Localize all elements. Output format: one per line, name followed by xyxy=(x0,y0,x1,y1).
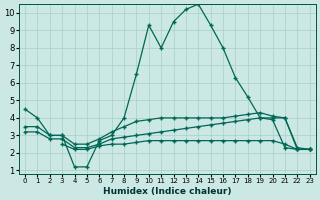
X-axis label: Humidex (Indice chaleur): Humidex (Indice chaleur) xyxy=(103,187,232,196)
